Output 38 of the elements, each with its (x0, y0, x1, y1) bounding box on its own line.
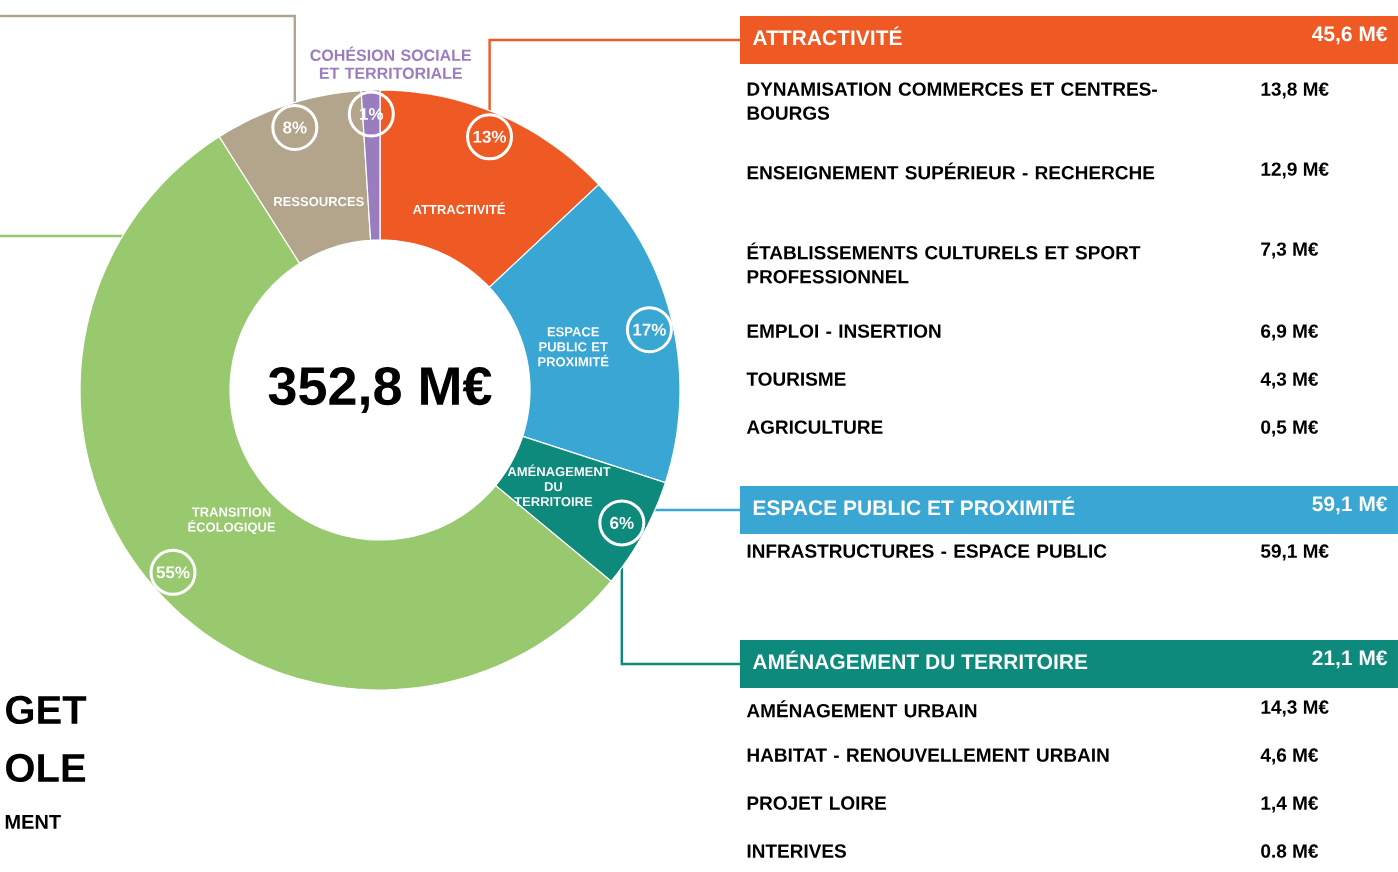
text: 13,8 M€ (1261, 82, 1329, 99)
text: MENT (5, 815, 61, 829)
text: 4,6 M€ (1260, 748, 1319, 765)
text: TOURISME (746, 372, 846, 386)
text: AMÉNAGEMENT URBAIN (746, 700, 977, 718)
text: ENSEIGNEMENT SUPÉRIEUR - RECHERCHE (747, 162, 1155, 180)
text: EMPLOI - INSERTION (747, 324, 941, 338)
text: 59,1 M€ (1260, 544, 1329, 561)
text: GET (6, 695, 87, 725)
text: DYNAMISATION COMMERCES ET CENTRES-BOURGS (747, 82, 1157, 120)
text: 12,9 M€ (1261, 162, 1329, 179)
text: ESPACE PUBLIC ET PROXIMITÉ (753, 496, 1075, 516)
text: 0,5 M€ (1261, 420, 1319, 437)
text: 6,9 M€ (1261, 324, 1319, 341)
text: 59,1 M€ (1312, 496, 1388, 515)
text: 0.8 M€ (1261, 844, 1319, 858)
text: AGRICULTURE (746, 420, 883, 434)
text: 21,1 M€ (1312, 650, 1388, 669)
slice-label: COHÉSION SOCIALE ET TERRITORIALE (310, 46, 471, 79)
text: 4,3 M€ (1260, 372, 1319, 389)
text: 1,4 M€ (1261, 796, 1319, 813)
text: 45,6 M€ (1312, 26, 1388, 45)
data-label: 55% (156, 566, 190, 579)
data-label: 6% (610, 516, 634, 529)
data-label: 8% (283, 121, 307, 134)
text: INTERIVES (747, 844, 846, 858)
text: 7,3 M€ (1261, 242, 1319, 259)
text: ÉTABLISSEMENTS CULTURELS ET SPORT PROFESSIONNEL (747, 242, 1141, 284)
text: AMÉNAGEMENT DU TERRITOIRE (752, 650, 1088, 670)
text: ATTRACTIVITÉ (752, 26, 902, 46)
data-label: 17% (633, 323, 666, 336)
text: 14,3 M€ (1261, 700, 1329, 717)
text: INFRASTRUCTURES - ESPACE PUBLIC (747, 544, 1107, 558)
text: OLE (6, 753, 86, 783)
text: HABITAT - RENOUVELLEMENT URBAIN (747, 748, 1109, 762)
data-label: 13% (473, 130, 507, 143)
text: PROJET LOIRE (747, 796, 887, 810)
text: 352,8 M€ (268, 366, 492, 414)
